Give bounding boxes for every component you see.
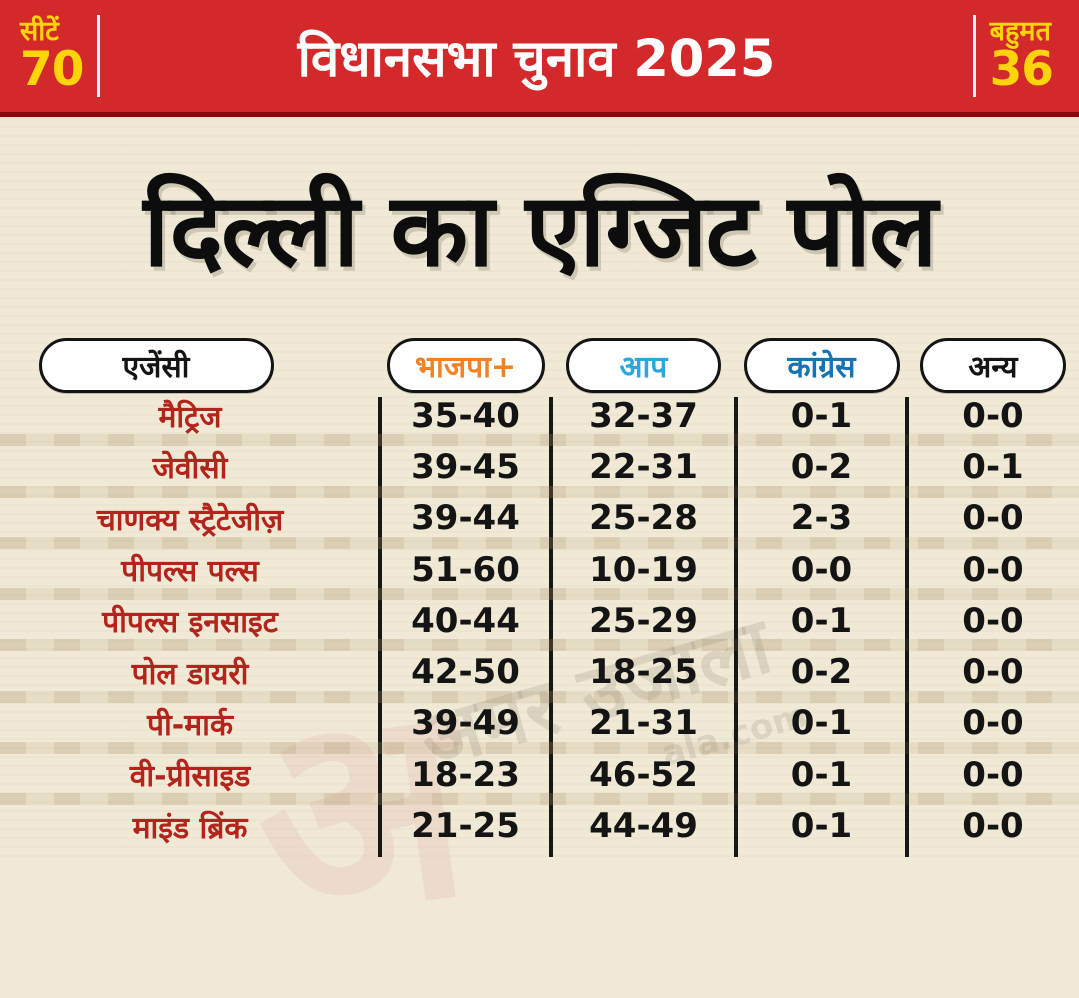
majority-value: 36 <box>989 41 1054 97</box>
column-pill-others: अन्य <box>920 337 1066 393</box>
poll-value: 0-0 <box>962 652 1024 693</box>
poll-value: 39-45 <box>411 446 520 487</box>
poll-value: 0-1 <box>790 703 853 744</box>
seats-label: सीटें <box>20 16 59 48</box>
poll-value: 0-1 <box>790 600 853 641</box>
poll-value: 25-28 <box>589 498 698 539</box>
poll-value: 21-25 <box>411 806 520 847</box>
column-pill-congress: कांग्रेस <box>743 337 900 393</box>
poll-value: 0-0 <box>962 498 1024 539</box>
majority-block: बहुमत 36 <box>976 18 1079 93</box>
table-row: वी-प्रीसाइड 18-23 46-52 0-1 0-0 <box>0 754 1079 806</box>
poll-value: 25-29 <box>589 600 698 641</box>
agency-name: मैट्रिज <box>158 400 222 436</box>
table-row: पी-मार्क 39-49 21-31 0-1 0-0 <box>0 703 1079 755</box>
seats-value: 70 <box>20 41 84 97</box>
poll-value: 0-2 <box>790 652 853 693</box>
table-row: पोल डायरी 42-50 18-25 0-2 0-0 <box>0 651 1079 704</box>
column-pill-agency: एजेंसी <box>38 337 274 393</box>
top-banner: सीटें 70 विधानसभा चुनाव 2025 बहुमत 36 <box>0 0 1079 117</box>
poll-value: 18-25 <box>589 652 698 693</box>
poll-value: 32-37 <box>589 395 698 436</box>
poll-value: 35-40 <box>411 395 520 436</box>
table-row: माइंड ब्रिंक 21-25 44-49 0-1 0-0 <box>0 805 1079 856</box>
poll-value: 0-1 <box>790 754 853 795</box>
agency-name: वी-प्रीसाइड <box>129 759 251 795</box>
poll-value: 2-3 <box>790 498 853 539</box>
column-divider <box>734 397 738 857</box>
poll-value: 0-0 <box>962 600 1024 641</box>
poll-value: 10-19 <box>589 549 698 590</box>
poll-table-body: मैट्रिज 35-40 32-37 0-1 0-0 जेवीसी 39-45 22-31 0… <box>0 395 1079 857</box>
poll-value: 0-0 <box>790 549 853 590</box>
poll-value: 0-1 <box>790 806 853 847</box>
poll-value: 0-0 <box>962 806 1024 847</box>
poll-value: 0-0 <box>962 395 1024 436</box>
agency-name: पोल डायरी <box>131 656 249 692</box>
poll-value: 46-52 <box>589 754 698 795</box>
poll-value: 0-1 <box>962 446 1024 487</box>
column-pill-aap: आप <box>566 337 721 393</box>
table-row: पीपल्स पल्स 51-60 10-19 0-0 0-0 <box>0 549 1079 601</box>
poll-value: 0-0 <box>962 754 1024 795</box>
content-area: अ अमर उजाला ala.com दिल्ली का एग्जिट पोल… <box>0 117 1079 982</box>
agency-name: पीपल्स पल्स <box>121 554 259 590</box>
column-divider <box>549 397 553 857</box>
poll-value: 42-50 <box>411 652 520 693</box>
poll-value: 44-49 <box>589 806 698 847</box>
poll-value: 40-44 <box>411 600 520 641</box>
poll-value: 0-0 <box>962 549 1024 590</box>
column-divider <box>378 397 382 857</box>
page-title: दिल्ली का एग्जिट पोल <box>143 171 937 289</box>
poll-value: 18-23 <box>411 754 520 795</box>
agency-name: माइंड ब्रिंक <box>132 810 248 846</box>
agency-name: जेवीसी <box>152 451 228 487</box>
column-divider <box>905 397 909 857</box>
table-row: जेवीसी 39-45 22-31 0-2 0-1 <box>0 446 1079 498</box>
banner-right-divider <box>972 15 976 97</box>
column-pill-bjp: भाजपा+ <box>386 337 545 393</box>
poll-value: 22-31 <box>589 446 698 487</box>
poll-value: 0-1 <box>790 395 853 436</box>
table-row: चाणक्य स्ट्रैटेजीज़ 39-44 25-28 2-3 0-0 <box>0 498 1079 550</box>
table-header-row: एजेंसी भाजपा+ आप कांग्रेस अन्य <box>0 335 1079 395</box>
poll-value: 21-31 <box>589 703 698 744</box>
agency-name: चाणक्य स्ट्रैटेजीज़ <box>96 502 284 538</box>
table-row: पीपल्स इनसाइट 40-44 25-29 0-1 0-0 <box>0 600 1079 652</box>
agency-name: पी-मार्क <box>146 707 233 743</box>
table-row: मैट्रिज 35-40 32-37 0-1 0-0 <box>0 395 1079 447</box>
poll-value: 0-0 <box>962 703 1024 744</box>
poll-value: 39-49 <box>411 703 520 744</box>
agency-name: पीपल्स इनसाइट <box>102 605 278 641</box>
banner-left-divider <box>97 15 101 97</box>
poll-value: 39-44 <box>411 498 520 539</box>
poll-value: 0-2 <box>790 446 853 487</box>
majority-label: बहुमत <box>989 16 1051 48</box>
poll-value: 51-60 <box>411 549 520 590</box>
banner-title: विधानसभा चुनाव 2025 <box>297 30 776 89</box>
seats-block: सीटें 70 <box>0 18 97 93</box>
